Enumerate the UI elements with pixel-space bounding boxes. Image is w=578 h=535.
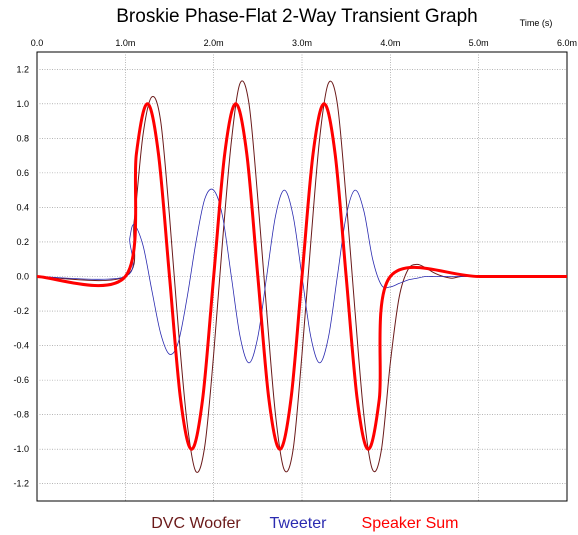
y-tick-label: -0.4 [13, 341, 29, 351]
chart-title: Broskie Phase-Flat 2-Way Transient Graph [116, 6, 478, 27]
x-tick-labels: 0.0 1.0m 2.0m 3.0m 4.0m 5.0m 6.0m [31, 38, 577, 48]
series-line-dvc-woofer [36, 80, 567, 473]
y-tick-label: -0.2 [13, 306, 29, 316]
series-lines [36, 80, 567, 473]
x-axis-label: Time (s) [520, 18, 553, 28]
y-tick-label: 1.0 [16, 99, 29, 109]
x-tick-label: 3.0m [292, 38, 312, 48]
x-tick-label: 5.0m [469, 38, 489, 48]
legend-speaker-sum: Speaker Sum [362, 515, 459, 532]
legend: DVC Woofer Tweeter Speaker Sum [151, 515, 458, 532]
x-tick-label: 4.0m [380, 38, 400, 48]
y-tick-label: -1.0 [13, 444, 29, 454]
y-tick-label: -1.2 [13, 479, 29, 489]
y-tick-label: -0.8 [13, 410, 29, 420]
x-tick-label: 6.0m [557, 38, 577, 48]
legend-dvc-woofer: DVC Woofer [151, 515, 241, 532]
series-line-speaker-sum [36, 102, 567, 451]
y-tick-label: -0.6 [13, 375, 29, 385]
y-tick-label: 0.2 [16, 237, 29, 247]
legend-tweeter: Tweeter [270, 515, 328, 532]
x-tick-label: 2.0m [204, 38, 224, 48]
y-tick-label: 0.8 [16, 133, 29, 143]
x-tick-label: 1.0m [115, 38, 135, 48]
y-tick-label: 0.0 [16, 272, 29, 282]
y-tick-labels: 1.2 1.0 0.8 0.6 0.4 0.2 0.0 -0.2 -0.4 -0.6 -0.8 -1.… [13, 64, 29, 488]
x-tick-label: 0.0 [31, 38, 44, 48]
y-tick-label: 0.4 [16, 202, 29, 212]
series-line-tweeter [36, 188, 567, 364]
y-tick-label: 0.6 [16, 168, 29, 178]
y-tick-label: 1.2 [16, 64, 29, 74]
